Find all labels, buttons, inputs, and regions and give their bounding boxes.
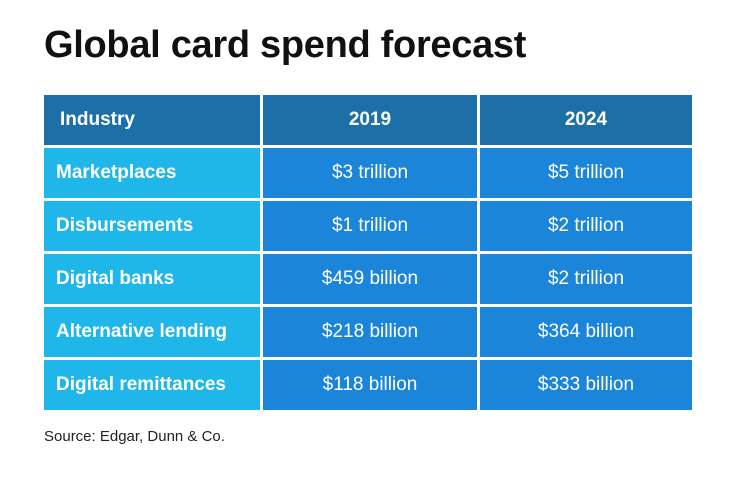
table-cell-2019: $118 billion bbox=[263, 360, 477, 410]
table-cell-2019: $3 trillion bbox=[263, 148, 477, 198]
table-cell-2024: $364 billion bbox=[480, 307, 692, 357]
row-label: Digital remittances bbox=[44, 360, 260, 410]
column-header-2024: 2024 bbox=[480, 95, 692, 145]
forecast-table: Industry 2019 2024 Marketplaces $3 trillion $… bbox=[44, 95, 692, 410]
table-cell-2024: $2 trillion bbox=[480, 254, 692, 304]
table-cell-2024: $5 trillion bbox=[480, 148, 692, 198]
row-label: Marketplaces bbox=[44, 148, 260, 198]
table-cell-2024: $2 trillion bbox=[480, 201, 692, 251]
table-cell-2024: $333 billion bbox=[480, 360, 692, 410]
table-cell-2019: $218 billion bbox=[263, 307, 477, 357]
column-header-2019: 2019 bbox=[263, 95, 477, 145]
row-label: Alternative lending bbox=[44, 307, 260, 357]
table-cell-2019: $459 billion bbox=[263, 254, 477, 304]
row-label: Digital banks bbox=[44, 254, 260, 304]
chart-title: Global card spend forecast bbox=[44, 24, 527, 66]
source-note: Source: Edgar, Dunn & Co. bbox=[44, 428, 225, 445]
table-cell-2019: $1 trillion bbox=[263, 201, 477, 251]
column-header-industry: Industry bbox=[44, 95, 260, 145]
row-label: Disbursements bbox=[44, 201, 260, 251]
